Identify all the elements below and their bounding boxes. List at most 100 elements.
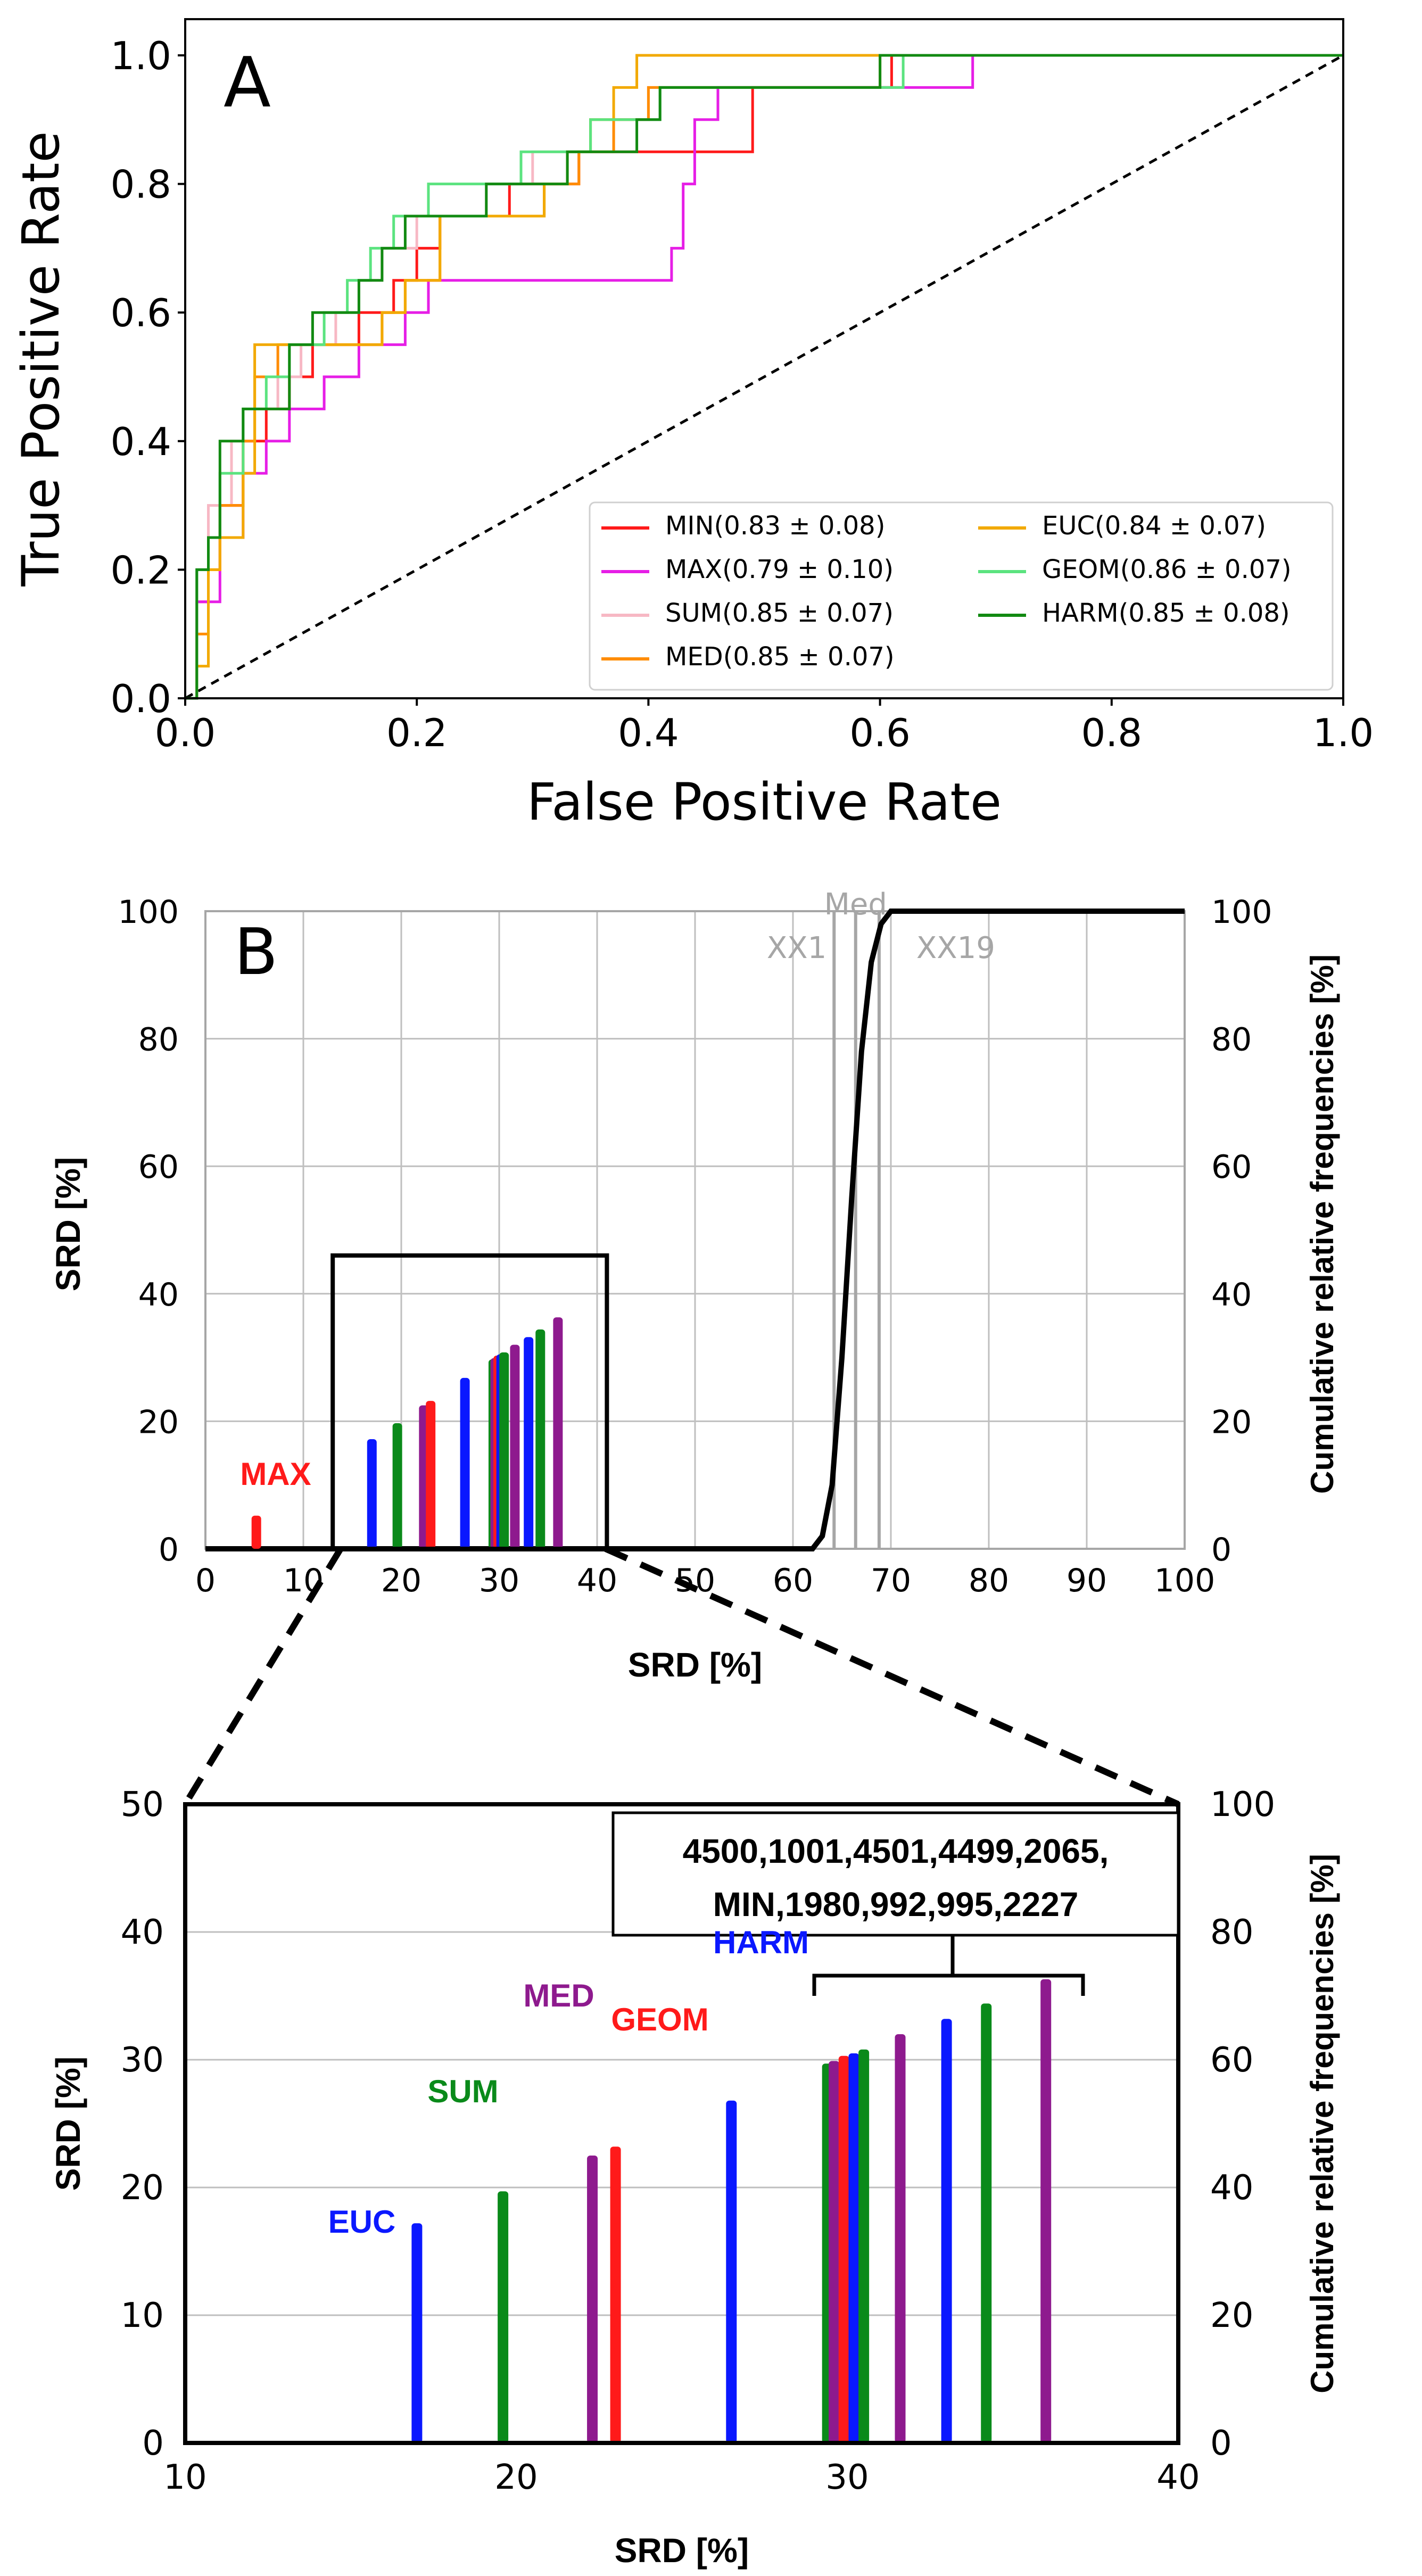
panel-label-a: A	[224, 42, 271, 123]
srd-bar-max	[251, 1515, 261, 1549]
srd-x-tick-label: 70	[871, 1562, 911, 1599]
srd-right-axis-label: Cumulative relative frequencies [%]	[1304, 954, 1340, 1494]
zoom-bar-995	[1040, 1979, 1052, 2443]
zoom-right-tick-label: 60	[1210, 2041, 1253, 2080]
zoom-y-tick-label: 30	[121, 2041, 164, 2080]
zoom-x-tick-label: 20	[494, 2458, 538, 2497]
legend-label-max: MAX(0.79 ± 0.10)	[665, 555, 894, 584]
legend-label-euc: EUC(0.84 ± 0.07)	[1042, 511, 1266, 541]
callout-brace	[812, 1935, 1085, 1996]
srd-bar-1980	[524, 1337, 534, 1549]
zoom-y-tick-label: 40	[121, 1913, 164, 1952]
zoom-bar-1980	[941, 2019, 952, 2443]
zoom-y-tick-label: 50	[121, 1785, 164, 1824]
roc-x-tick-label: 0.0	[155, 711, 216, 755]
srd-bar-euc	[367, 1439, 377, 1549]
legend-label-min: MIN(0.83 ± 0.08)	[665, 511, 885, 541]
srd-right-tick-label: 0	[1211, 1531, 1231, 1568]
zoom-right-tick-label: 0	[1210, 2424, 1232, 2463]
roc-x-tick-label: 0.8	[1081, 711, 1143, 755]
callout-line-1: 4500,1001,4501,4499,2065,	[683, 1832, 1109, 1870]
callout-box: 4500,1001,4501,4499,2065, MIN,1980,992,9…	[611, 1811, 1180, 1937]
srd-right-tick-label: 100	[1211, 894, 1272, 931]
bar-label-geom: GEOM	[611, 2002, 708, 2037]
srd-bar-min	[510, 1344, 520, 1549]
legend-label-geom: GEOM(0.86 ± 0.07)	[1042, 555, 1292, 584]
srd-y-tick-label: 40	[138, 1276, 179, 1314]
zoom-x-axis-label: SRD [%]	[615, 2531, 749, 2570]
zoom-x-tick-label: 30	[825, 2458, 869, 2497]
roc-y-tick-label: 1.0	[110, 34, 171, 78]
srd-right-tick-label: 20	[1211, 1403, 1252, 1441]
srd-x-tick-label: 20	[381, 1562, 421, 1599]
roc-x-tick-label: 0.2	[386, 711, 448, 755]
zoom-bar-2065	[858, 2049, 870, 2443]
zoom-box	[330, 1253, 609, 1551]
zoom-bar-4501	[838, 2055, 849, 2443]
srd-x-tick-label: 50	[675, 1562, 715, 1599]
zoom-bar-min	[895, 2034, 906, 2443]
roc-x-axis-label: False Positive Rate	[527, 772, 1002, 832]
srd-x-tick-label: 0	[195, 1562, 216, 1599]
bar-label-sum: SUM	[427, 2074, 498, 2109]
srd-y-axis-label: SRD [%]	[49, 1157, 87, 1291]
srd-x-axis-label: SRD [%]	[628, 1646, 762, 1684]
zoom-right-tick-label: 100	[1210, 1785, 1275, 1824]
srd-x-tick-label: 30	[479, 1562, 519, 1599]
zoom-right-axis-label: Cumulative relative frequencies [%]	[1304, 1854, 1340, 2393]
srd-bar-harm	[460, 1377, 470, 1549]
roc-y-tick-label: 0.6	[110, 291, 171, 335]
srd-right-tick-label: 60	[1211, 1149, 1252, 1186]
bar-label-harm: HARM	[713, 1925, 809, 1960]
srd-x-tick-label: 80	[969, 1562, 1009, 1599]
roc-plot-frame	[184, 18, 1344, 699]
roc-y-axis-label: True Positive Rate	[11, 131, 71, 587]
srd-x-tick-label: 100	[1154, 1562, 1216, 1599]
roc-y-tick-label: 0.4	[110, 419, 171, 464]
zoom-y-tick-label: 20	[121, 2168, 164, 2208]
zoom-y-tick-label: 0	[142, 2424, 164, 2463]
zoom-bar-992	[981, 2003, 992, 2443]
legend-label-sum: SUM(0.85 ± 0.07)	[665, 598, 894, 628]
zoom-bar-4499	[848, 2053, 859, 2443]
legend-label-med: MED(0.85 ± 0.07)	[665, 642, 895, 672]
srd-y-tick-label: 100	[118, 894, 179, 931]
srd-x-tick-label: 60	[773, 1562, 813, 1599]
roc-x-tick-label: 0.6	[849, 711, 911, 755]
roc-panel: A 0.0 0.2 0.4 0.6 0.8 1.0 0.0 0.2 0.4 0.6 0.8 1.0 F…	[11, 18, 1374, 832]
srd-x-tick-label: 10	[283, 1562, 324, 1599]
zoom-bar-1001	[829, 2061, 840, 2443]
roc-y-tick-label: 0.0	[110, 676, 171, 721]
zoom-bar-geom	[610, 2146, 621, 2443]
zoom-x-tick-label: 10	[163, 2458, 206, 2497]
srd-right-tick-label: 40	[1211, 1276, 1252, 1314]
roc-x-tick-label: 1.0	[1313, 711, 1374, 755]
srd-bar-geom	[426, 1401, 436, 1549]
zoom-bar-harm	[726, 2100, 737, 2443]
roc-reference-diagonal	[184, 54, 1344, 700]
panel-label-b: B	[234, 915, 278, 989]
cumulative-frequency-curve	[205, 909, 1185, 1551]
zoom-right-tick-label: 80	[1210, 1913, 1253, 1952]
roc-x-tick-label: 0.4	[618, 711, 679, 755]
srd-y-tick-label: 80	[138, 1021, 179, 1059]
bar-label-euc: EUC	[328, 2204, 396, 2240]
reference-label-xx1: XX1	[767, 931, 826, 965]
srd-bar-995	[553, 1317, 563, 1549]
srd-bar-2065	[499, 1352, 509, 1549]
srd-bar-sum	[392, 1423, 402, 1549]
zoom-line-right	[604, 1546, 1180, 1807]
zoom-bar-med	[587, 2156, 598, 2443]
zoom-bar-euc	[411, 2223, 423, 2443]
srd-x-tick-label: 90	[1066, 1562, 1107, 1599]
zoom-y-axis-label: SRD [%]	[49, 2057, 87, 2191]
reference-label-xx19: XX19	[916, 931, 995, 965]
zoom-line-left	[182, 1547, 344, 1806]
bar-label-med: MED	[523, 1978, 594, 2013]
max-annotation: MAX	[240, 1456, 311, 1492]
zoom-right-tick-label: 40	[1210, 2168, 1253, 2208]
zoom-x-tick-label: 40	[1156, 2458, 1200, 2497]
